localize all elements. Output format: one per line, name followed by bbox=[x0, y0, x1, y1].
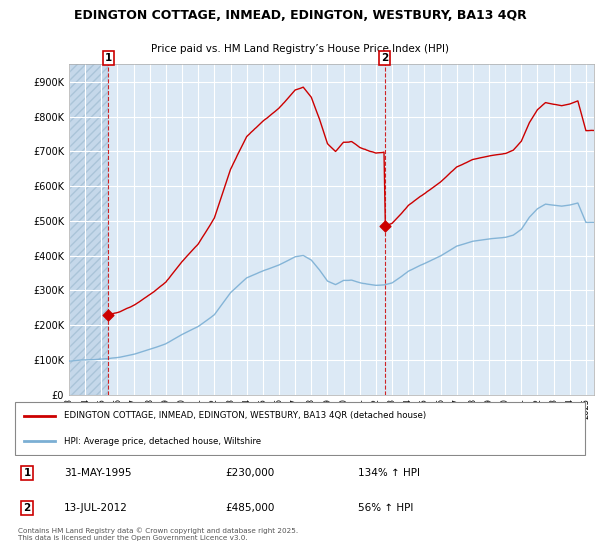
Text: EDINGTON COTTAGE, INMEAD, EDINGTON, WESTBURY, BA13 4QR: EDINGTON COTTAGE, INMEAD, EDINGTON, WEST… bbox=[74, 9, 526, 22]
Text: 1: 1 bbox=[104, 53, 112, 63]
Point bbox=[380, 222, 389, 231]
Text: 1: 1 bbox=[23, 468, 31, 478]
Text: EDINGTON COTTAGE, INMEAD, EDINGTON, WESTBURY, BA13 4QR (detached house): EDINGTON COTTAGE, INMEAD, EDINGTON, WEST… bbox=[64, 411, 426, 420]
Text: 31-MAY-1995: 31-MAY-1995 bbox=[64, 468, 131, 478]
Text: £485,000: £485,000 bbox=[225, 503, 274, 513]
Text: 56% ↑ HPI: 56% ↑ HPI bbox=[358, 503, 413, 513]
Text: 13-JUL-2012: 13-JUL-2012 bbox=[64, 503, 128, 513]
Bar bbox=[69, 64, 108, 395]
Text: 134% ↑ HPI: 134% ↑ HPI bbox=[358, 468, 419, 478]
Point bbox=[103, 310, 113, 319]
Text: 2: 2 bbox=[381, 53, 388, 63]
FancyBboxPatch shape bbox=[15, 402, 584, 455]
Text: 2: 2 bbox=[23, 503, 31, 513]
Text: Price paid vs. HM Land Registry’s House Price Index (HPI): Price paid vs. HM Land Registry’s House … bbox=[151, 44, 449, 54]
Text: Contains HM Land Registry data © Crown copyright and database right 2025.
This d: Contains HM Land Registry data © Crown c… bbox=[18, 527, 298, 540]
Text: £230,000: £230,000 bbox=[225, 468, 274, 478]
Text: HPI: Average price, detached house, Wiltshire: HPI: Average price, detached house, Wilt… bbox=[64, 437, 261, 446]
